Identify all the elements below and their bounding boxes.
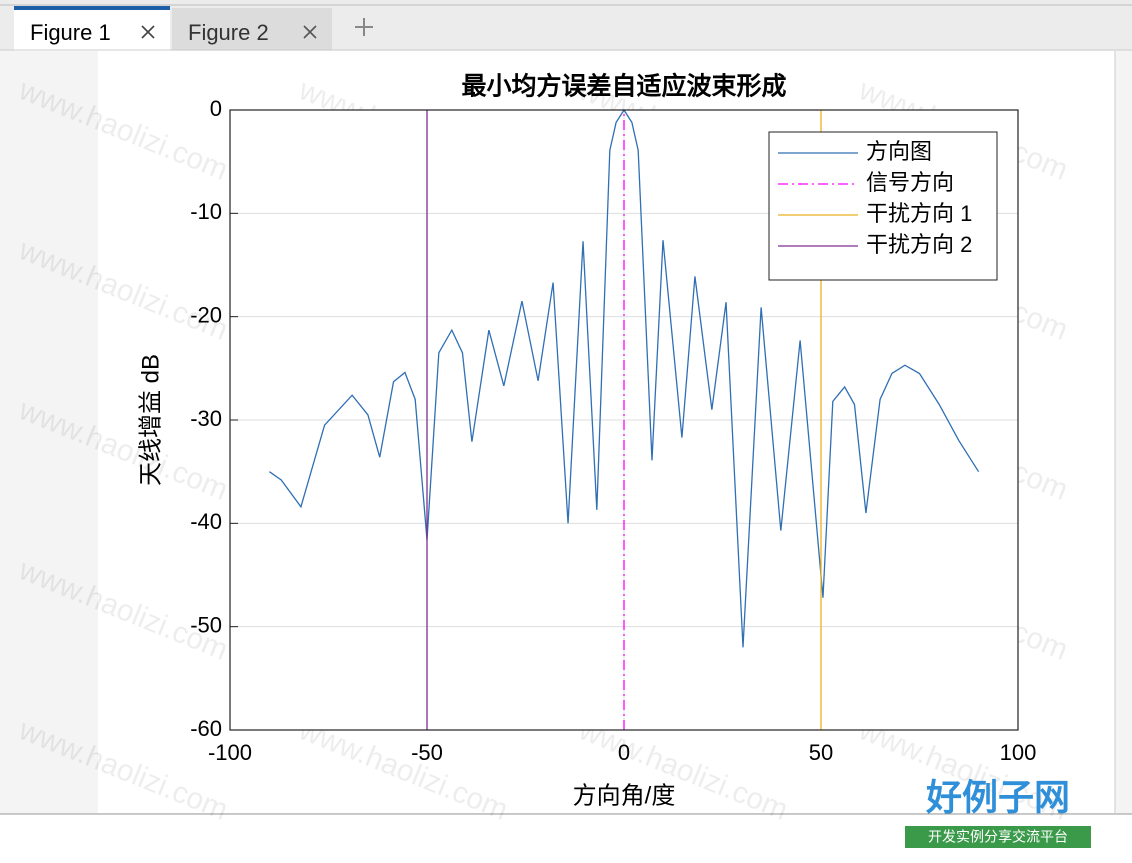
x-tick-label: 50 — [809, 740, 833, 765]
y-tick-label: -40 — [190, 509, 222, 534]
y-tick-label: -50 — [190, 612, 222, 637]
y-tick-label: 0 — [210, 96, 222, 121]
axes-frame — [229, 109, 1019, 731]
legend-label: 干扰方向 2 — [866, 232, 972, 257]
y-tick-label: -30 — [190, 406, 222, 431]
legend-label: 干扰方向 1 — [866, 201, 972, 226]
y-tick-label: -10 — [190, 199, 222, 224]
y-axis-label: 天线增益 dB — [137, 354, 164, 486]
logo-title: 好例子网 — [925, 777, 1070, 818]
y-tick-label: -60 — [190, 716, 222, 741]
tab[interactable] — [172, 8, 332, 50]
series-line — [269, 108, 980, 648]
tab-label: Figure 1 — [30, 20, 111, 45]
legend-label: 方向图 — [866, 139, 932, 164]
x-axis-label: 方向角/度 — [573, 782, 676, 809]
tab-active-indicator — [14, 6, 170, 10]
tab-label: Figure 2 — [188, 20, 269, 45]
logo-band — [905, 826, 1091, 848]
x-tick-label: 0 — [618, 740, 630, 765]
y-tick-label: -20 — [190, 302, 222, 327]
logo-subtitle: 开发实例分享交流平台 — [928, 829, 1068, 845]
legend-box — [768, 131, 998, 281]
x-tick-label: -100 — [208, 740, 252, 765]
plot: -60-50-40-30-20-100-100 -50 0 50 100方向图信号方向干… — [190, 96, 1036, 765]
x-tick-label: 100 — [1000, 740, 1037, 765]
chart-title: 最小均方误差自适应波束形成 — [461, 72, 786, 101]
x-tick-label: -50 — [411, 740, 443, 765]
tab-close[interactable] — [141, 25, 155, 39]
legend-label: 信号方向 — [866, 170, 954, 195]
tab-close[interactable] — [303, 25, 317, 39]
add-tab[interactable] — [355, 18, 373, 36]
